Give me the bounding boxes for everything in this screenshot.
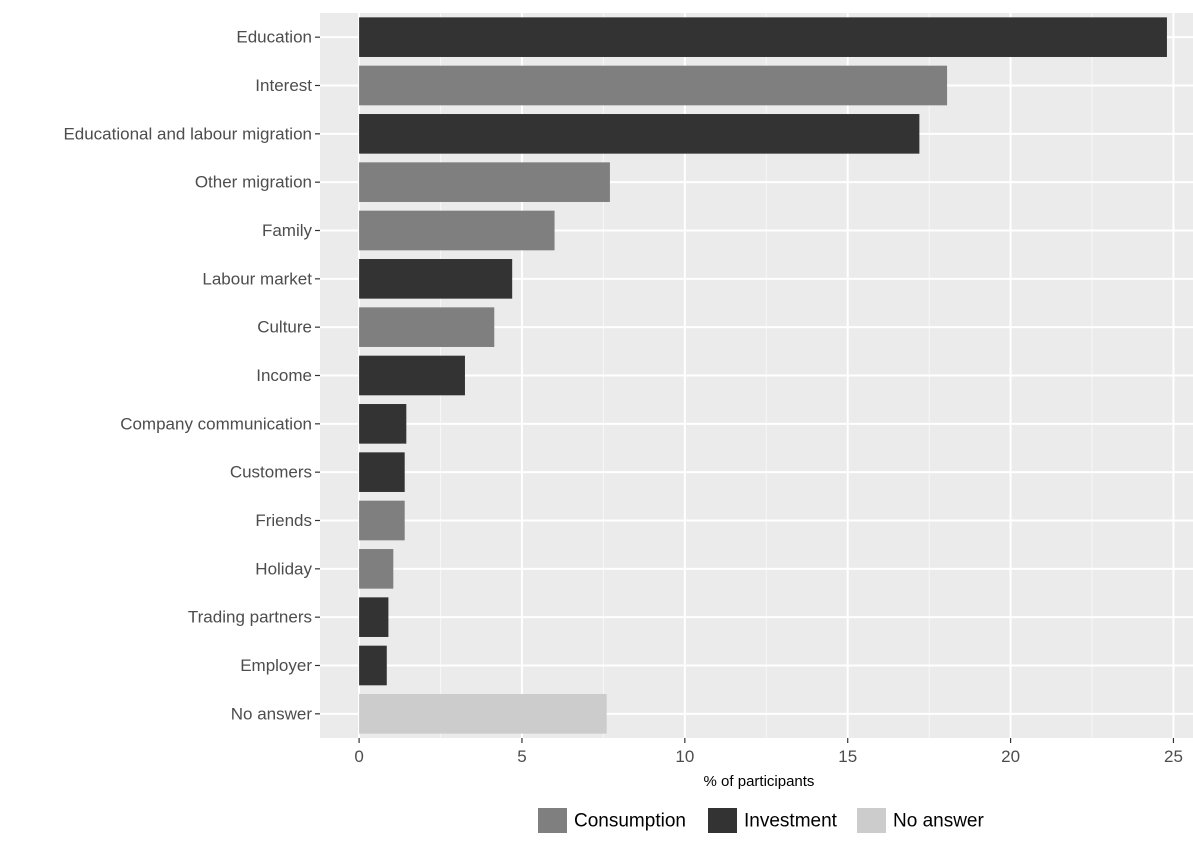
legend-label-consumption: Consumption bbox=[574, 811, 686, 832]
x-tick-label: 25 bbox=[1164, 747, 1183, 766]
bar-education bbox=[359, 17, 1167, 57]
y-tick-label: Company communication bbox=[120, 414, 312, 433]
bar-interest bbox=[359, 65, 948, 106]
bar-culture bbox=[359, 307, 495, 347]
legend-key-consumption bbox=[538, 808, 567, 833]
bars bbox=[359, 17, 1167, 734]
y-tick-label: Holiday bbox=[255, 559, 312, 578]
bar-employer bbox=[359, 645, 387, 686]
y-tick-label: Educational and labour migration bbox=[63, 124, 312, 143]
y-tick-label: Trading partners bbox=[188, 608, 312, 627]
legend-key-no-answer bbox=[857, 808, 886, 833]
bar-customers bbox=[359, 452, 405, 492]
y-tick-label: Interest bbox=[255, 76, 312, 95]
legend-label-no-answer: No answer bbox=[893, 811, 984, 832]
bar-other-migration bbox=[359, 162, 610, 202]
x-tick-label: 15 bbox=[838, 747, 857, 766]
x-tick-label: 20 bbox=[1001, 747, 1020, 766]
y-tick-label: Friends bbox=[255, 511, 312, 530]
y-tick-label: Customers bbox=[230, 463, 312, 482]
bar-income bbox=[359, 355, 465, 396]
y-tick-label: No answer bbox=[231, 704, 313, 723]
bar-company-communication bbox=[359, 404, 407, 444]
bar-educational-and-labour-migration bbox=[359, 114, 920, 154]
bar-no-answer bbox=[359, 694, 607, 734]
y-tick-label: Education bbox=[236, 28, 312, 47]
x-axis: 0 5 10 15 20 25 bbox=[354, 738, 1183, 766]
bar-holiday bbox=[359, 549, 394, 589]
y-tick-label: Labour market bbox=[202, 269, 312, 288]
bar-labour-market bbox=[359, 259, 513, 299]
y-tick-label: Income bbox=[256, 366, 312, 385]
bar-trading-partners bbox=[359, 597, 389, 637]
x-tick-label: 10 bbox=[675, 747, 694, 766]
legend-key-investment bbox=[708, 808, 737, 833]
y-tick-label: Other migration bbox=[195, 173, 312, 192]
x-axis-title: % of participants bbox=[704, 773, 815, 790]
legend-label-investment: Investment bbox=[744, 811, 838, 832]
x-tick-label: 0 bbox=[354, 747, 363, 766]
legend: Consumption Investment No answer bbox=[538, 808, 984, 833]
y-axis: Education Interest Educational and labour … bbox=[63, 28, 320, 723]
x-tick-label: 5 bbox=[517, 747, 526, 766]
bar-friends bbox=[359, 500, 405, 541]
bar-family bbox=[359, 210, 555, 251]
y-tick-label: Culture bbox=[257, 318, 312, 337]
y-tick-label: Family bbox=[262, 221, 313, 240]
y-tick-label: Employer bbox=[240, 656, 312, 675]
